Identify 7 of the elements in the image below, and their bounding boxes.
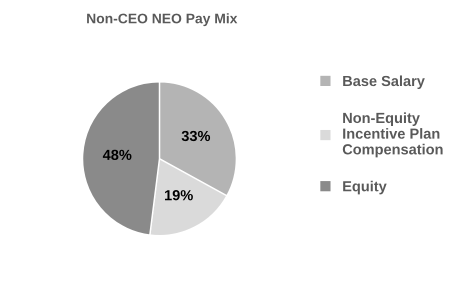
chart-title: Non-CEO NEO Pay Mix (87, 13, 238, 26)
legend-label: Base Salary (343, 75, 425, 90)
data-label: 48% (102, 150, 132, 160)
legend-label: Equity (343, 180, 387, 194)
data-label: 19% (164, 190, 193, 200)
data-label: 33% (182, 130, 210, 142)
legend-label: Non-Equity Incentive Plan Compensation (342, 112, 443, 158)
